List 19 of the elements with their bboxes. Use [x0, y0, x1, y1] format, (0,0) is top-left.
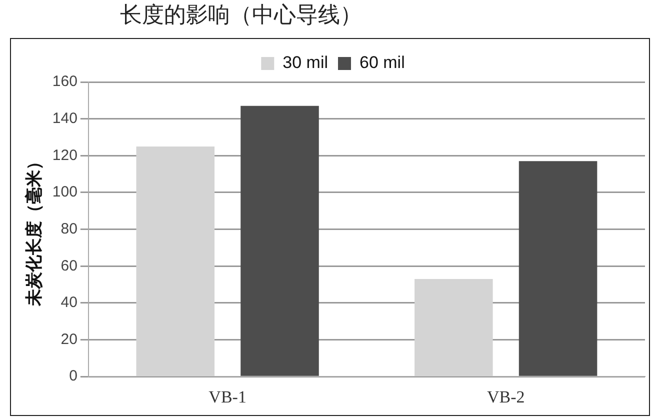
bar — [414, 279, 493, 376]
y-tick-label: 80 — [60, 220, 78, 238]
y-axis-title: 未炭化长度（毫米） — [24, 152, 45, 307]
y-tick-label: 60 — [60, 257, 78, 274]
chart-title: 长度的影响（中心导线） — [120, 2, 362, 30]
y-tick-label: 20 — [60, 330, 78, 348]
y-tick-label: 0 — [69, 368, 78, 385]
bar — [518, 161, 598, 376]
legend-label: 30 mil — [282, 53, 328, 72]
y-tick-label: 100 — [52, 184, 78, 201]
y-tick-label: 120 — [52, 146, 78, 164]
y-tick-label: 140 — [52, 110, 78, 127]
x-tick-label: VB-1 — [208, 387, 246, 406]
bar — [240, 106, 319, 376]
y-tick-label: 40 — [60, 294, 78, 312]
y-tick-label: 160 — [52, 73, 78, 90]
x-tick-label: VB-2 — [486, 387, 525, 406]
bar — [136, 146, 215, 376]
legend-label: 60 mil — [360, 53, 405, 72]
